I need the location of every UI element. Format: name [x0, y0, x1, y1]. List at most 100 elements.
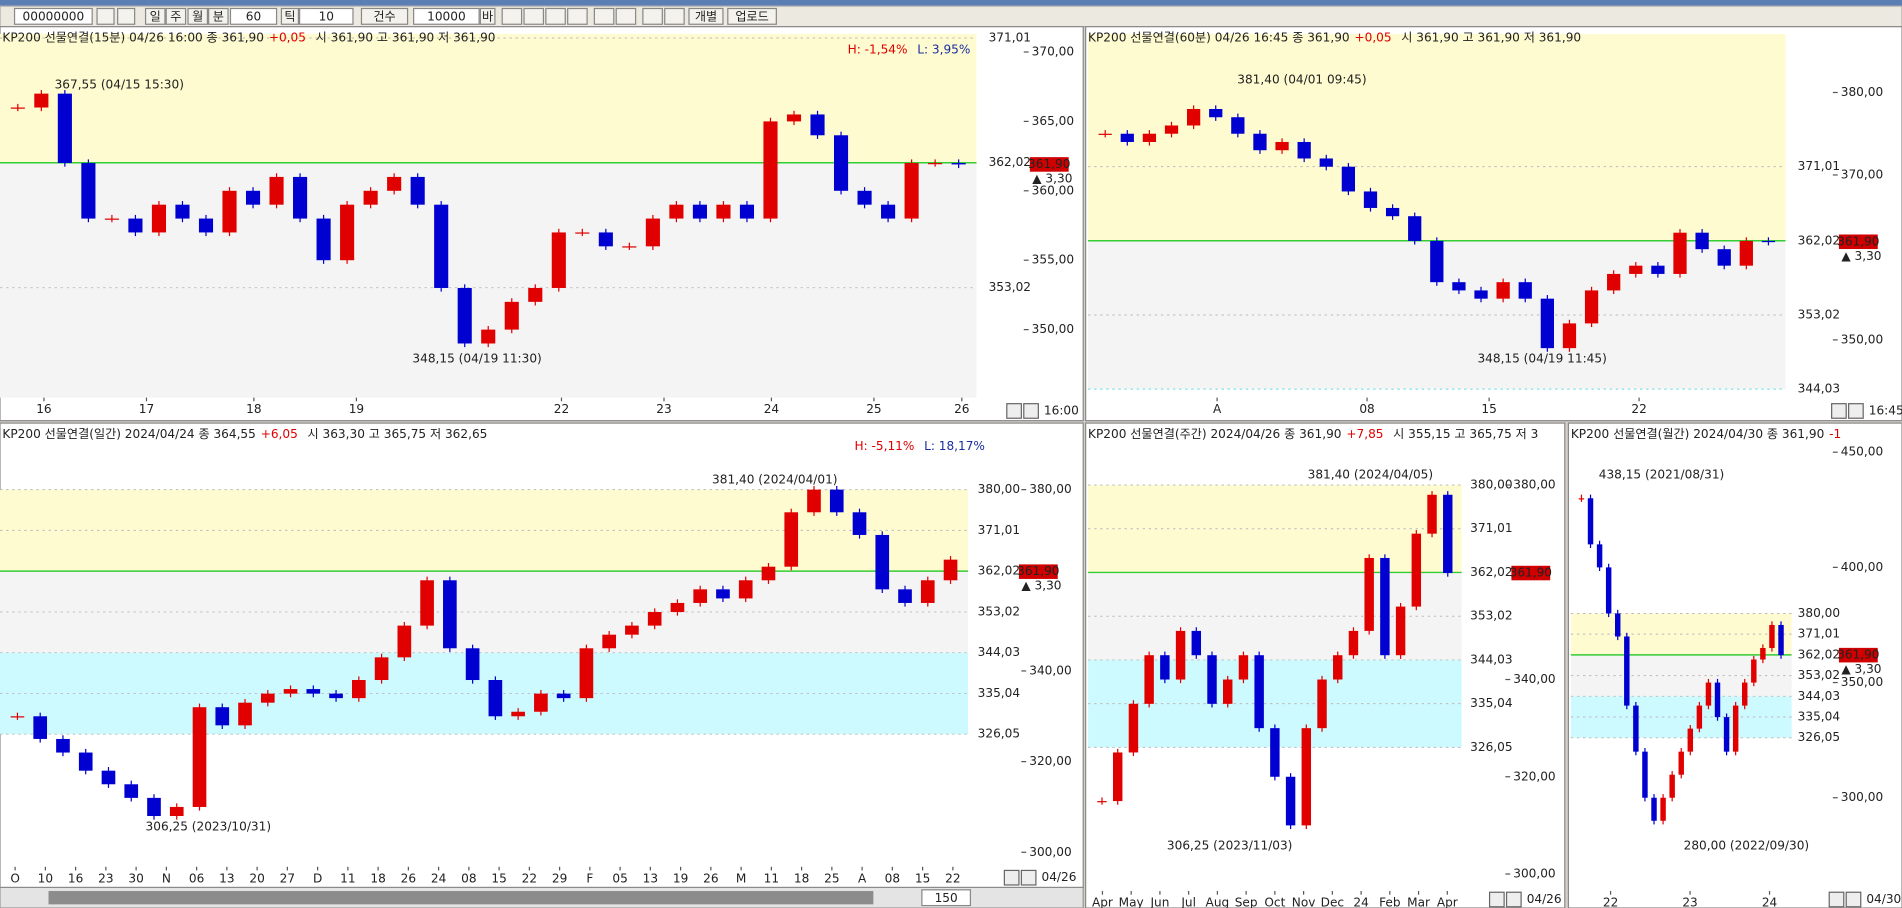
- x-tick-label: 15: [491, 871, 506, 885]
- level-label: 371,01: [1798, 159, 1840, 173]
- period-button-box[interactable]: [208, 7, 229, 25]
- zone: [1088, 33, 1786, 167]
- panel-icon[interactable]: [1006, 403, 1022, 419]
- minute-select[interactable]: 60: [246, 9, 261, 23]
- bar-label[interactable]: 바: [482, 9, 493, 23]
- candle: [647, 612, 662, 626]
- panel-icon[interactable]: [1023, 403, 1039, 419]
- candle: [56, 738, 70, 753]
- candle: [215, 707, 230, 726]
- last-change: ▲ 3,30: [1032, 171, 1072, 185]
- panel-icon[interactable]: [1505, 891, 1522, 908]
- tool-icon-box[interactable]: [593, 7, 615, 25]
- x-tick-label: 23: [98, 871, 113, 885]
- level-label: 326,05: [1798, 730, 1840, 744]
- minute-select-box[interactable]: [229, 7, 278, 25]
- tool-icon-box[interactable]: [117, 7, 136, 25]
- toolbar-button[interactable]: 개별: [695, 9, 717, 23]
- zone: [0, 33, 977, 38]
- candle: [598, 232, 613, 247]
- panel-icon[interactable]: [1848, 403, 1864, 419]
- annotation: 438,15 (2021/08/31): [1599, 468, 1725, 482]
- tick-label[interactable]: 틱: [284, 9, 295, 23]
- chart-panel: 380,00 371,01 362,02 353,02 344,03 335,04 326,…: [1085, 422, 1566, 908]
- account-input-box[interactable]: [13, 7, 93, 25]
- panel-icon[interactable]: [1828, 891, 1845, 908]
- tool-icon-box[interactable]: [96, 7, 115, 25]
- chart-panel: 371,01 362,02 353,02 370,00 365,00 360,00 355,…: [0, 26, 1084, 422]
- tool-icon-box[interactable]: [501, 7, 523, 25]
- tick-label-box[interactable]: [280, 7, 300, 25]
- zone: [1570, 696, 1792, 718]
- candle: [1443, 494, 1453, 574]
- candle: [169, 806, 184, 817]
- x-tick-label: May: [1119, 896, 1144, 908]
- period-button[interactable]: 월: [192, 9, 203, 23]
- period-button[interactable]: 주: [170, 9, 181, 23]
- last-price: 361,90: [1837, 648, 1879, 662]
- last-price-tag: [1511, 565, 1551, 581]
- candle: [898, 589, 912, 603]
- zone: [1088, 616, 1462, 660]
- y-tick-label: 320,00: [1029, 754, 1071, 768]
- tool-icon-box[interactable]: [545, 7, 566, 25]
- last-price: 361,90: [1028, 157, 1070, 171]
- y-tick-label: 350,00: [1841, 332, 1883, 346]
- tool-icon-box[interactable]: [615, 7, 637, 25]
- x-tick-label: 29: [552, 871, 567, 885]
- count-input-box[interactable]: [413, 7, 480, 25]
- x-tick-label: M: [736, 871, 746, 885]
- zoom-value: 150: [935, 891, 958, 905]
- bar-label-box[interactable]: [479, 7, 496, 25]
- toolbar-button-box[interactable]: [727, 7, 777, 25]
- title-main: KP200 선물연결(15분) 04/26 16:00 종 361,90: [2, 30, 264, 44]
- account-input[interactable]: 00000000: [23, 9, 85, 23]
- candle: [1164, 125, 1179, 134]
- candle: [1112, 752, 1123, 802]
- tool-icon-box[interactable]: [523, 7, 545, 25]
- zoom-box[interactable]: [921, 889, 972, 907]
- x-axis-bg: [1, 867, 1083, 887]
- panel-title: KP200 선물연결(월간) 2024/04/30 종 361,90 -1: [1571, 426, 1841, 440]
- y-tick-label: 340,00: [1029, 663, 1071, 677]
- y-tick-label: 355,00: [1032, 253, 1074, 267]
- candle: [1540, 298, 1554, 349]
- candle: [1098, 133, 1112, 135]
- y-tick-label: 365,00: [1032, 114, 1074, 128]
- count-input[interactable]: 10000: [427, 9, 466, 23]
- toolbar-button-box[interactable]: [688, 7, 724, 25]
- title-change: +6,05: [261, 426, 298, 440]
- period-button[interactable]: 일: [150, 9, 161, 23]
- panel-icon[interactable]: [1488, 891, 1505, 908]
- period-button-box[interactable]: [187, 7, 209, 25]
- candle: [1651, 265, 1665, 274]
- tool-icon-box[interactable]: [642, 7, 663, 25]
- panel-icon[interactable]: [1845, 891, 1862, 908]
- tool-icon-box[interactable]: [664, 7, 685, 25]
- period-button-box[interactable]: [144, 7, 166, 25]
- candle: [786, 114, 802, 122]
- panel-icon[interactable]: [1020, 869, 1037, 886]
- period-button-box[interactable]: [165, 7, 187, 25]
- candle: [1231, 117, 1245, 134]
- panel-icon[interactable]: [1003, 869, 1020, 886]
- y-tick-label: 370,00: [1841, 167, 1883, 181]
- panel-icon[interactable]: [1831, 403, 1847, 419]
- tool-icon-box[interactable]: [567, 7, 588, 25]
- y-tick-label: 360,00: [1032, 183, 1074, 197]
- last-price-tag: [1838, 234, 1878, 250]
- count-label[interactable]: 건수: [373, 9, 395, 23]
- candle: [198, 218, 214, 233]
- x-tick-label: Feb: [1379, 896, 1401, 908]
- candle: [829, 489, 844, 513]
- candle: [645, 218, 660, 247]
- candle: [316, 218, 331, 261]
- count-label-box[interactable]: [360, 7, 409, 25]
- toolbar-button[interactable]: 업로드: [735, 9, 768, 23]
- title-ohlc: 시 363,30 고 365,75 저 362,65: [308, 426, 488, 440]
- tick-select-box[interactable]: [299, 7, 354, 25]
- period-button[interactable]: 분: [213, 9, 224, 23]
- x-tick-label: 26: [401, 871, 416, 885]
- tick-select[interactable]: 10: [319, 9, 334, 23]
- candle: [1651, 797, 1657, 821]
